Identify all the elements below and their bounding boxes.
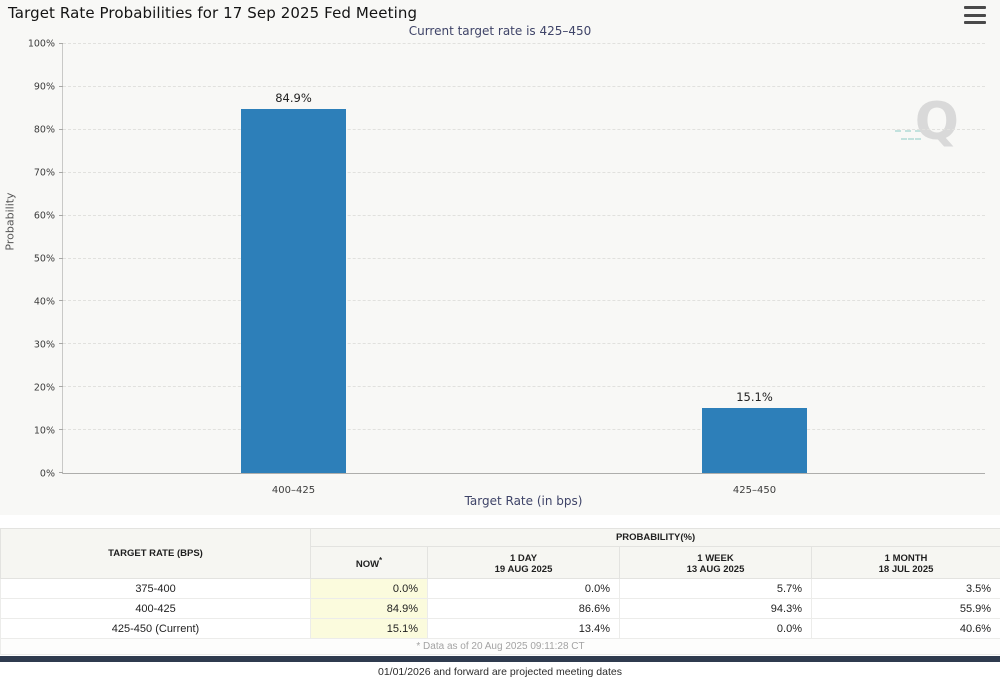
y-axis: 0% 10% 20% 30% 40% 50% 60% 70% 80% 90% 100%: [0, 39, 62, 480]
y-tick-label: 80%: [33, 124, 55, 136]
y-tick-mark: [59, 429, 63, 431]
gridline: [63, 343, 985, 345]
cell-1month: 55.9%: [810, 598, 1000, 620]
y-tick-label: 20%: [33, 382, 55, 394]
gridline: [63, 43, 985, 44]
y-tick-mark: [59, 128, 63, 130]
gridline: [63, 429, 985, 431]
cell-rate: 375-400: [0, 578, 311, 600]
watermark-dash-icon: [895, 130, 921, 132]
y-axis-title: Probability: [3, 192, 17, 251]
watermark-dash-icon: [901, 138, 921, 140]
probability-table-section: TARGET RATE (BPS) PROBABILITY(%) NOW* 1 …: [0, 527, 1000, 656]
bottom-divider-bar: [0, 656, 1000, 663]
y-tick-mark: [59, 257, 63, 259]
cell-now: 15.1%: [310, 618, 428, 640]
gridline: [63, 386, 985, 388]
gridline: [63, 128, 985, 130]
y-tick-mark: [59, 43, 63, 44]
cell-rate: 425-450 (Current): [0, 618, 311, 640]
cell-1week: 5.7%: [619, 578, 812, 600]
gridline: [63, 214, 985, 216]
gridline: [63, 171, 985, 173]
projected-dates-note: 01/01/2026 and forward are projected mee…: [378, 666, 622, 679]
col-header-probability: PROBABILITY(%): [309, 528, 1000, 547]
cell-now: 84.9%: [310, 598, 428, 620]
gridline: [63, 85, 985, 87]
y-tick-mark: [59, 472, 63, 473]
table-header-row-periods: NOW* 1 DAY 19 AUG 2025 1 WEEK 13 AUG 2025 …: [1, 545, 1000, 580]
bar-value-label: 15.1%: [736, 390, 773, 405]
watermark-letter: Q: [914, 92, 959, 152]
hamburger-icon: [964, 6, 986, 9]
gridline: [63, 300, 985, 302]
chart-subtitle: Current target rate is 425–450: [408, 24, 592, 38]
probability-table: TARGET RATE (BPS) PROBABILITY(%) NOW* 1 …: [0, 527, 1000, 656]
col-header-1week: 1 WEEK 13 AUG 2025: [619, 545, 812, 580]
y-tick-label: 0%: [39, 468, 55, 480]
y-tick-label: 60%: [33, 210, 55, 222]
gridline: [63, 257, 985, 259]
cell-1day: 13.4%: [427, 618, 620, 640]
cell-1week: 94.3%: [619, 598, 812, 620]
bar-value-label: 84.9%: [275, 90, 312, 105]
y-tick-label: 100%: [27, 38, 55, 50]
y-tick-label: 30%: [33, 339, 55, 351]
page-title: Target Rate Probabilities for 17 Sep 202…: [8, 4, 418, 22]
hamburger-menu-button[interactable]: [964, 6, 986, 24]
col-header-now: NOW*: [310, 545, 428, 580]
col-header-1month: 1 MONTH 18 JUL 2025: [810, 545, 1000, 580]
x-tick-label: 425–450: [732, 485, 777, 496]
cell-1week: 0.0%: [619, 618, 812, 640]
col-header-1day: 1 DAY 19 AUG 2025: [427, 545, 620, 580]
y-tick-mark: [59, 343, 63, 345]
table-row: 425-450 (Current) 15.1% 13.4% 0.0% 40.6%: [0, 618, 1000, 640]
table-header-row-group: TARGET RATE (BPS) PROBABILITY(%): [0, 527, 1000, 580]
y-tick-mark: [59, 300, 63, 302]
cell-1day: 0.0%: [427, 578, 620, 600]
cell-1day: 86.6%: [427, 598, 620, 620]
y-tick-label: 10%: [33, 425, 55, 437]
y-tick-label: 70%: [33, 167, 55, 179]
cell-rate: 400-425: [0, 598, 311, 620]
x-tick-label: 400–425: [271, 485, 316, 496]
y-tick-label: 50%: [33, 253, 55, 265]
col-header-target-rate: TARGET RATE (BPS): [0, 527, 311, 580]
y-tick-label: 90%: [33, 81, 55, 93]
fedwatch-chart-panel: Target Rate Probabilities for 17 Sep 202…: [0, 4, 986, 508]
quikstrike-watermark: Q: [895, 92, 965, 156]
y-tick-label: 40%: [33, 296, 55, 308]
probability-bar[interactable]: [701, 408, 808, 473]
cell-now: 0.0%: [310, 578, 428, 600]
data-as-of-note: * Data as of 20 Aug 2025 09:11:28 CT: [0, 638, 1000, 656]
x-axis-title: Target Rate (in bps): [464, 494, 583, 508]
probability-bar[interactable]: [240, 108, 347, 473]
cell-1month: 3.5%: [810, 578, 1000, 600]
plot-area: Q 84.9% 400–425 15.1% 425–450: [59, 43, 985, 496]
y-tick-mark: [59, 85, 63, 87]
table-row: 400-425 84.9% 86.6% 94.3% 55.9%: [0, 598, 1000, 620]
y-tick-mark: [59, 386, 63, 388]
y-tick-mark: [59, 214, 63, 216]
cell-1month: 40.6%: [810, 618, 1000, 640]
table-footnote-row: * Data as of 20 Aug 2025 09:11:28 CT: [0, 638, 1000, 656]
y-tick-mark: [59, 171, 63, 173]
table-row: 375-400 0.0% 0.0% 5.7% 3.5%: [0, 578, 1000, 600]
